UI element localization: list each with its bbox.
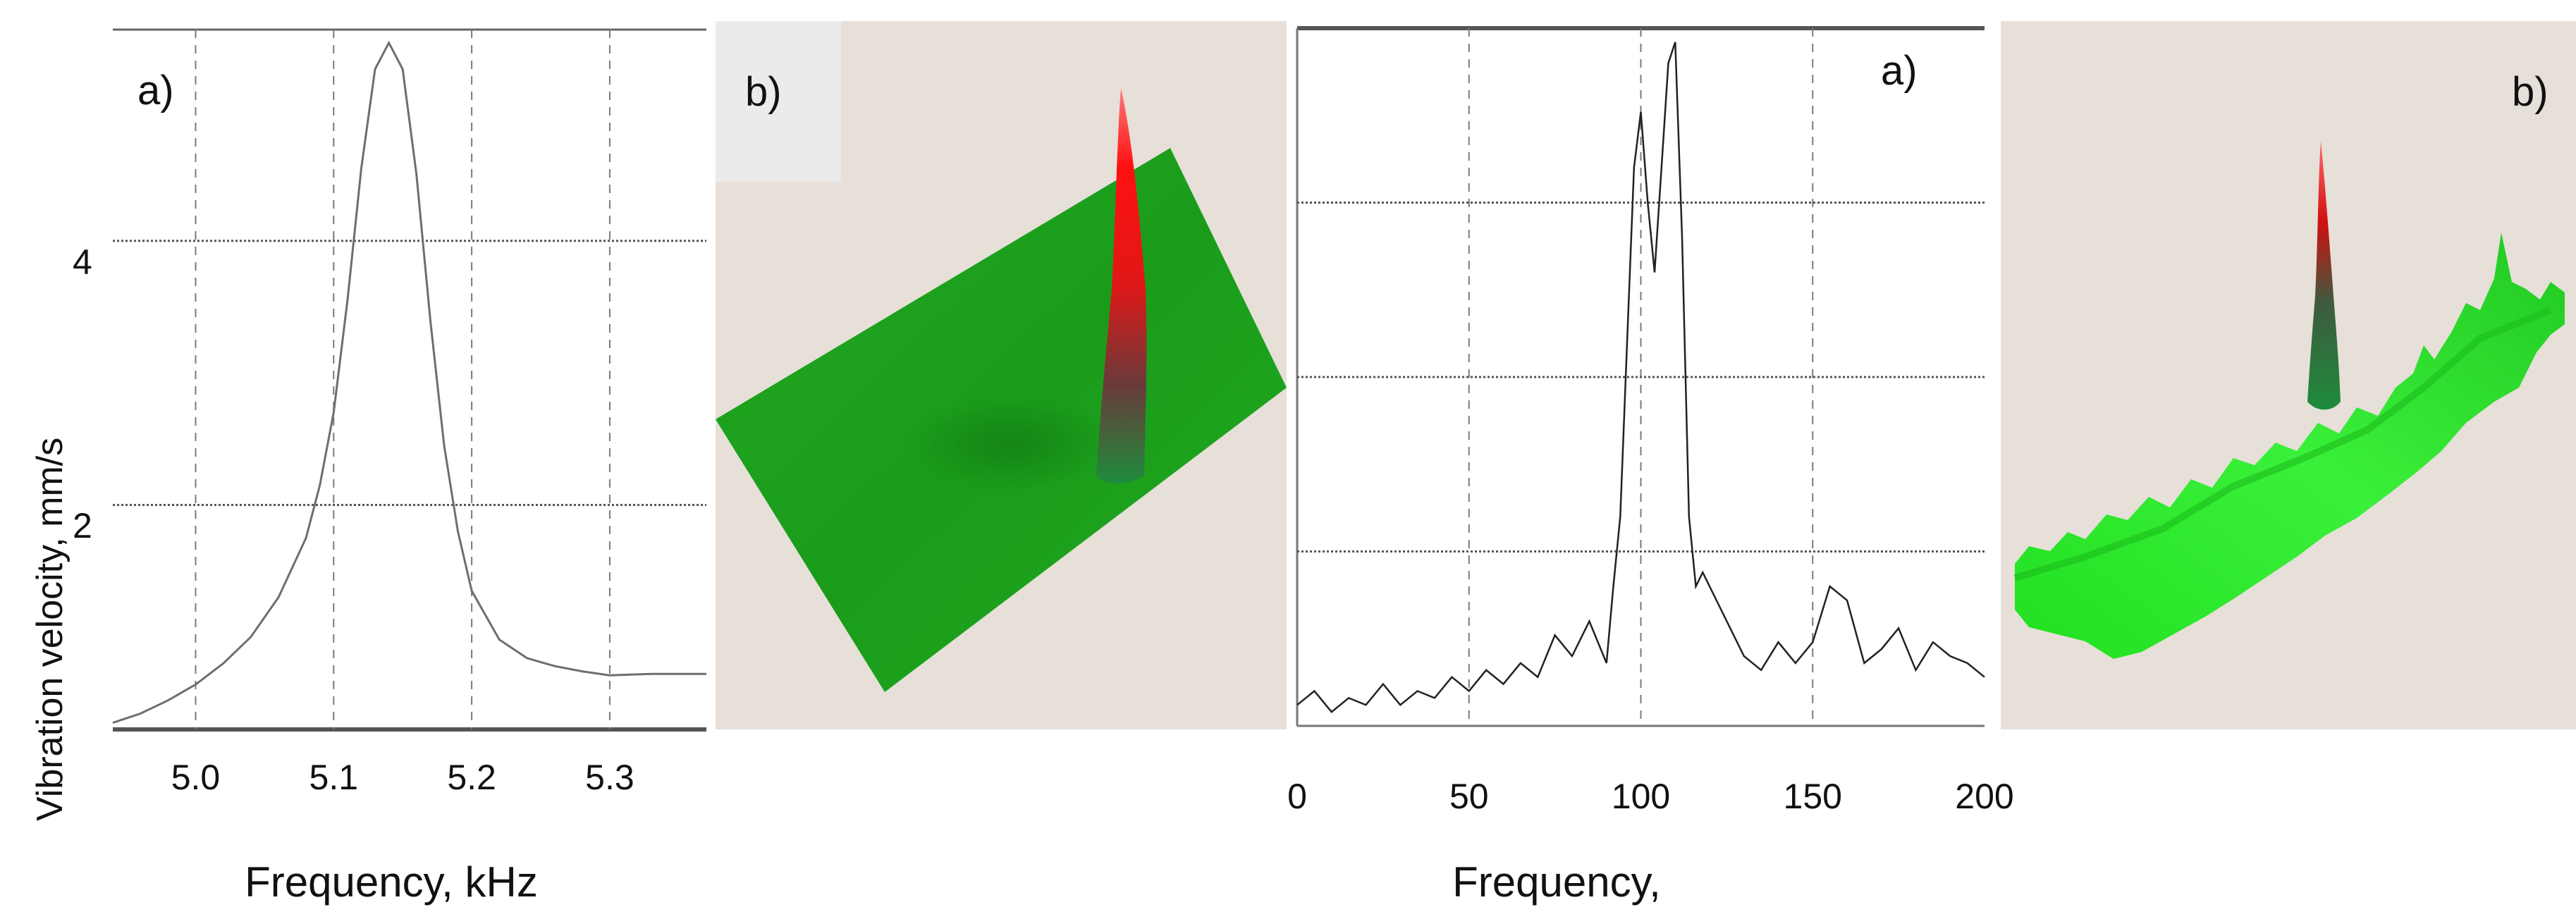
chart-2-plot [1296,26,1985,727]
surface-plot-2-graphic [2013,141,2565,659]
chart-1-x-tick-label: 5.3 [585,758,634,797]
chart-2: a) 0 50 100 150 200 Frequency, [1287,0,2014,919]
surface-plot-1-peak [1096,88,1147,484]
chart-1-x-tick-label: 5.2 [447,758,496,797]
chart-1: a) 5.0 5.1 5.2 5.3 2 4 Vibration velocity, m… [0,0,712,919]
chart-1-x-tick-label: 5.0 [171,758,221,797]
chart-1-x-axis-title: Frequency, kHz [245,858,538,906]
chart-1-series-line [112,40,706,724]
surface-plot-1-panel-label: b) [745,69,782,115]
surface-plot-1-graphic [716,88,1287,692]
surface-plot-2-ridge [2013,307,2552,581]
chart-1-y-tick-label: 4 [73,242,92,282]
surface-plot-1-corner [716,21,841,182]
chart-2-x-tick-label: 0 [1287,777,1307,816]
chart-2-series-line [1296,42,1985,713]
chart-2-x-tick-label: 100 [1611,777,1671,816]
surface-plot-2-band [2015,233,2565,659]
chart-1-plot [112,28,706,732]
surface-plot-2: b) [2001,21,2576,729]
chart-1-y-tick-label: 2 [73,506,92,546]
chart-2-x-tick-label: 200 [1955,777,2014,816]
surface-plot-2-peak [2307,141,2341,410]
chart-1-panel-label: a) [137,68,174,113]
chart-2-x-tick-label: 50 [1449,777,1489,816]
surface-plot-1-peak-base [906,395,1117,493]
surface-plot-2-panel-label: b) [2512,69,2549,115]
chart-2-x-axis-title: Frequency, [1452,858,1661,906]
surface-plot-1: b) [716,21,1287,729]
chart-1-x-tick-label: 5.1 [309,758,359,797]
chart-1-y-axis-title: Vibration velocity, mm/s [30,437,70,821]
chart-2-x-tick-label: 150 [1783,777,1842,816]
chart-2-panel-label: a) [1881,48,1918,94]
